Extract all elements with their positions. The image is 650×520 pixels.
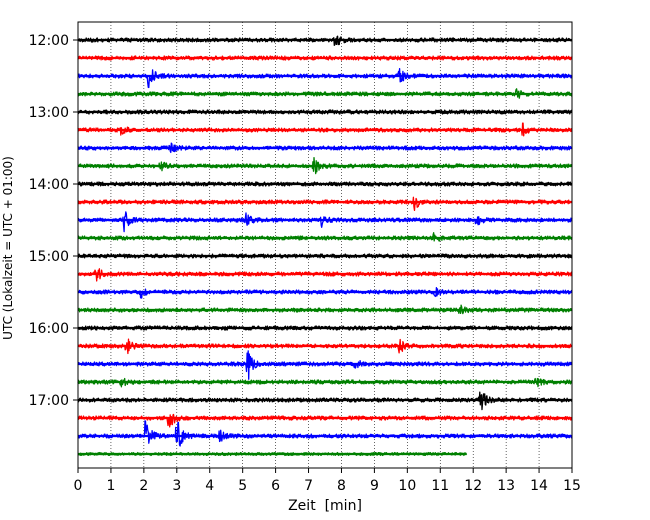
- plot-frame: [77, 21, 573, 469]
- y-tick-label-1200: 12:00: [29, 33, 69, 49]
- traces-layer: [77, 35, 573, 457]
- x-tick-label-8: 8: [337, 478, 346, 494]
- y-axis-label: UTC (Lokalzeit = UTC + 01:00): [1, 156, 15, 340]
- y-tick-label-1300: 13:00: [29, 105, 69, 121]
- y-tick-label-1400: 14:00: [29, 177, 69, 193]
- x-axis-label: Zeit [min]: [288, 498, 362, 514]
- x-tick-label-2: 2: [139, 478, 148, 494]
- y-tick-label-1600: 16:00: [29, 321, 69, 337]
- x-tick-label-14: 14: [530, 478, 548, 494]
- x-tick-label-6: 6: [271, 478, 280, 494]
- x-tick-label-7: 7: [304, 478, 313, 494]
- x-tick-label-11: 11: [431, 478, 449, 494]
- x-tick-label-0: 0: [74, 478, 83, 494]
- y-tick-label-1500: 15:00: [29, 249, 69, 265]
- grid-layer: [110, 22, 540, 468]
- x-tick-label-5: 5: [238, 478, 247, 494]
- x-tick-label-12: 12: [464, 478, 482, 494]
- x-tick-label-3: 3: [172, 478, 181, 494]
- y-tick-label-1700: 17:00: [29, 393, 69, 409]
- x-tick-label-1: 1: [106, 478, 115, 494]
- ticks-layer: 0 1 2 3 4 5 6 7 8 9 10 11 12 13 14 1512:0013:0014:0015:…: [29, 33, 581, 494]
- trace-1630: [77, 350, 573, 380]
- x-tick-label-9: 9: [370, 478, 379, 494]
- x-tick-label-15: 15: [563, 478, 581, 494]
- x-tick-label-13: 13: [497, 478, 515, 494]
- x-tick-label-10: 10: [398, 478, 416, 494]
- x-tick-label-4: 4: [205, 478, 214, 494]
